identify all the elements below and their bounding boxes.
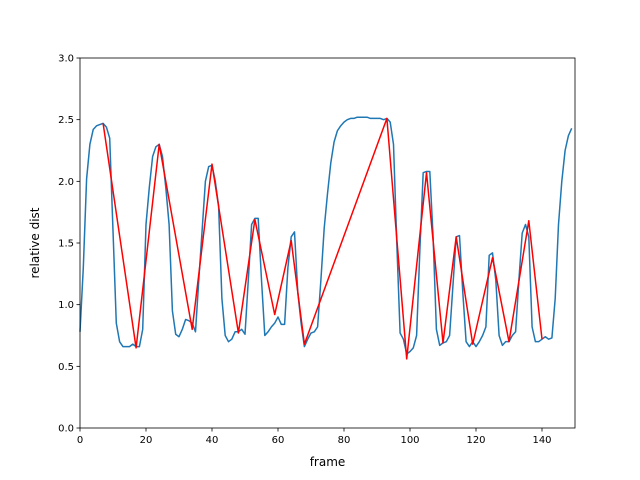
x-tick-label: 60 — [272, 435, 285, 446]
y-tick-label: 0.5 — [58, 362, 74, 373]
y-tick-label: 2.5 — [58, 115, 74, 126]
series-line — [102, 117, 543, 360]
x-tick-label: 40 — [206, 435, 219, 446]
y-tick-label: 0.0 — [58, 424, 74, 435]
y-tick-label: 3.0 — [58, 54, 74, 65]
x-tick-label: 80 — [338, 435, 351, 446]
x-tick-label: 20 — [140, 435, 153, 446]
y-tick-label: 1.0 — [58, 300, 74, 311]
y-tick-label: 2.0 — [58, 177, 74, 188]
series-line — [79, 116, 573, 355]
x-tick-label: 140 — [532, 435, 551, 446]
y-axis-label: relative dist — [28, 207, 42, 278]
x-tick-label: 0 — [77, 435, 83, 446]
x-tick-label: 120 — [466, 435, 485, 446]
x-axis-label: frame — [310, 455, 346, 469]
x-tick-label: 100 — [400, 435, 419, 446]
plot-frame — [79, 57, 576, 429]
y-tick-label: 1.5 — [58, 239, 74, 250]
